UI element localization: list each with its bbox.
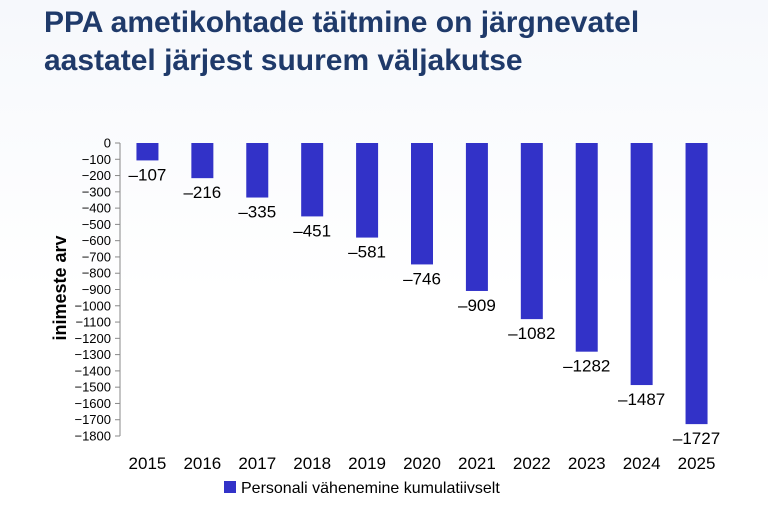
legend: Personali vähenemine kumulatiivselt [224,480,500,497]
title-line-2: aastatel järjest suurem väljakutse [44,44,523,77]
data-label: –216 [183,183,221,202]
y-tick-label: −100 [82,152,111,167]
y-tick-label: −600 [82,233,111,248]
y-tick-label: −300 [82,184,111,199]
y-tick-label: −500 [82,217,111,232]
legend-label: Personali vähenemine kumulatiivselt [241,480,500,497]
y-tick-label: −1400 [74,363,111,378]
y-tick-label: −900 [82,282,111,297]
bar-2023 [575,143,598,352]
x-tick-label: 2023 [568,454,606,473]
x-tick-label: 2020 [403,454,441,473]
bar-2025 [685,143,708,425]
bar-2016 [191,143,214,179]
y-tick-label: −400 [82,201,111,216]
y-tick-label: −1600 [74,396,111,411]
data-label: –335 [238,203,276,222]
bar-2017 [246,143,269,198]
data-label: –451 [293,221,331,240]
y-tick-label: 0 [104,136,111,151]
y-tick-label: −200 [82,168,111,183]
y-axis: 0−100−200−300 −400−500−600−700 −800−900−10… [74,136,121,444]
y-tick-label: −1700 [74,412,111,427]
title-line-1: PPA ametikohtade täitmine on järgnevatel [44,6,640,39]
bar-2024 [630,143,653,386]
data-label: –1082 [508,324,555,343]
data-label: –107 [129,165,167,184]
y-tick-label: −1100 [75,315,111,330]
bar-2019 [356,143,379,238]
y-axis-label: inimeste arv [50,235,70,340]
x-tick-label: 2017 [238,454,276,473]
legend-swatch [224,481,236,493]
bar-2021 [465,143,488,291]
bar-2018 [301,143,324,217]
x-axis: 2015 2016 2017 2018 2019 2020 2021 2022 2023 2024… [129,454,716,473]
y-tick-label: −1000 [74,298,111,313]
data-label: –1282 [563,357,610,376]
data-label: –1727 [673,429,720,448]
data-label: –909 [458,296,496,315]
y-tick-label: −700 [82,249,111,264]
x-tick-label: 2019 [348,454,386,473]
x-tick-label: 2016 [183,454,221,473]
x-tick-label: 2025 [678,454,716,473]
data-label: –746 [403,269,441,288]
bar-2015 [136,143,159,161]
x-tick-label: 2018 [293,454,331,473]
bar-2020 [411,143,433,265]
x-tick-label: 2015 [129,454,167,473]
y-tick-label: −1300 [74,347,111,362]
y-tick-label: −1800 [74,429,111,444]
y-tick-label: −1500 [74,380,111,395]
x-tick-label: 2022 [513,454,551,473]
y-tick-label: −800 [82,266,111,281]
page-title: PPA ametikohtade täitmine on järgnevatel… [44,4,764,80]
x-tick-label: 2021 [458,454,496,473]
y-tick-label: −1200 [74,331,111,346]
x-tick-label: 2024 [623,454,661,473]
bars-group: –107 –216 –335 –451 –581 –746 –909 –1082 –1282 –1… [129,143,720,448]
data-label: –581 [348,243,386,262]
bar-2022 [520,143,543,320]
data-label: –1487 [618,390,665,409]
